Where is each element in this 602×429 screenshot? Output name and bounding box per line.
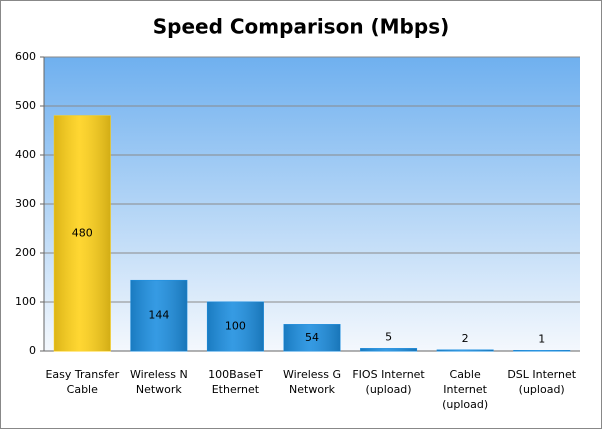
bar-shine xyxy=(284,324,340,351)
value-label: 54 xyxy=(305,331,319,344)
x-tick-label: Cable Internet (upload) xyxy=(442,368,489,411)
bar-shine xyxy=(437,350,494,351)
value-label: 1 xyxy=(538,333,545,346)
value-label: 480 xyxy=(72,226,93,239)
x-tick-label: 100BaseT Ethernet xyxy=(208,368,263,396)
x-tick-label: Wireless N Network xyxy=(129,368,188,396)
x-tick-label: Easy Transfer Cable xyxy=(45,368,120,396)
bar-shine xyxy=(54,115,111,351)
y-tick-label: 0 xyxy=(29,344,36,357)
value-label: 100 xyxy=(225,320,246,333)
value-label: 144 xyxy=(148,309,169,322)
value-label: 2 xyxy=(462,332,469,345)
bar-shine xyxy=(360,348,417,351)
y-tick-label: 600 xyxy=(15,50,36,63)
y-tick-label: 100 xyxy=(15,295,36,308)
x-tick-label: FIOS Internet (upload) xyxy=(352,368,425,396)
value-label: 5 xyxy=(385,331,392,344)
y-tick-label: 400 xyxy=(15,148,36,161)
bar-shine xyxy=(207,302,264,351)
bar-shine xyxy=(130,280,187,351)
y-tick-label: 300 xyxy=(15,197,36,210)
y-tick-label: 200 xyxy=(15,246,36,259)
x-tick-label: Wireless G Network xyxy=(282,368,342,396)
y-tick-label: 500 xyxy=(15,99,36,112)
chart-title: Speed Comparison (Mbps) xyxy=(153,15,449,39)
x-tick-label: DSL Internet (upload) xyxy=(507,368,577,396)
